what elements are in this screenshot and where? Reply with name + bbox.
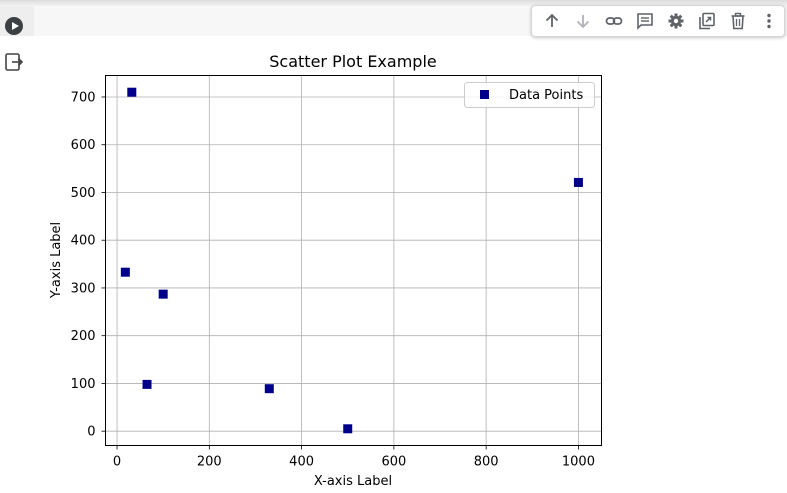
data-points — [121, 88, 583, 434]
arrow-up-icon — [543, 12, 561, 30]
y-axis-label: Y-axis Label — [49, 222, 64, 299]
x-tick-label: 400 — [289, 455, 314, 470]
link-icon — [605, 12, 623, 30]
data-point — [574, 178, 583, 187]
x-tick-label: 1000 — [562, 455, 595, 470]
more-button[interactable] — [753, 7, 784, 35]
x-tick-label: 200 — [197, 455, 222, 470]
mirror-icon — [698, 12, 716, 30]
data-point — [121, 268, 130, 277]
cell-toolbar — [531, 5, 785, 37]
data-point — [265, 384, 274, 393]
scatter-chart: 0 200 400 600 800 10000100200300400500600700 … — [0, 40, 787, 493]
grid-lines — [106, 76, 602, 446]
y-tick-label: 300 — [71, 281, 96, 296]
move-up-button[interactable] — [536, 7, 567, 35]
legend: Data Points — [465, 83, 595, 108]
delete-button[interactable] — [722, 7, 753, 35]
data-point — [127, 88, 136, 97]
y-tick-label: 500 — [71, 186, 96, 201]
x-tick-label: 0 — [113, 455, 121, 470]
comment-button[interactable] — [629, 7, 660, 35]
data-point — [343, 424, 352, 433]
y-tick-label: 0 — [87, 425, 95, 440]
data-point — [159, 290, 168, 299]
x-tick-label: 800 — [474, 455, 499, 470]
x-tick-label: 600 — [381, 455, 406, 470]
y-tick-label: 100 — [71, 377, 96, 392]
arrow-down-icon — [574, 12, 592, 30]
axis-ticks: 0 200 400 600 800 1000 0 100 200 300 400 500 600 700 — [71, 90, 595, 469]
y-tick-label: 700 — [71, 90, 96, 105]
run-cell-button[interactable] — [5, 17, 23, 35]
gear-icon — [667, 12, 685, 30]
legend-label: Data Points — [509, 88, 583, 103]
comment-icon — [636, 12, 654, 30]
more-vert-icon — [760, 12, 778, 30]
move-down-button[interactable] — [567, 7, 598, 35]
data-point — [143, 380, 152, 389]
y-tick-label: 200 — [71, 329, 96, 344]
legend-marker — [480, 90, 489, 99]
mirror-cell-button[interactable] — [691, 7, 722, 35]
settings-button[interactable] — [660, 7, 691, 35]
link-button[interactable] — [598, 7, 629, 35]
plot-frame — [106, 76, 602, 446]
trash-icon — [729, 12, 747, 30]
x-axis-label: X-axis Label — [314, 474, 392, 489]
y-tick-label: 600 — [71, 138, 96, 153]
chart-title: Scatter Plot Example — [269, 52, 436, 71]
y-tick-label: 400 — [71, 234, 96, 249]
